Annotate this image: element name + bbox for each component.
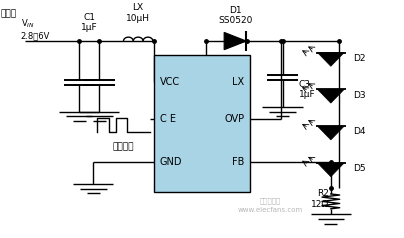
Text: LX: LX xyxy=(232,77,244,87)
Text: C1
1μF: C1 1μF xyxy=(81,13,98,32)
Text: D3: D3 xyxy=(353,91,366,100)
Text: FB: FB xyxy=(232,157,244,167)
Polygon shape xyxy=(318,126,344,140)
Text: LX
10μH: LX 10μH xyxy=(126,3,150,23)
Text: C E: C E xyxy=(160,114,176,124)
Text: VCC: VCC xyxy=(160,77,180,87)
Text: R2
12Ω: R2 12Ω xyxy=(311,189,329,209)
Text: V$_{IN}$
2.8至6V: V$_{IN}$ 2.8至6V xyxy=(21,17,50,40)
Polygon shape xyxy=(318,163,344,177)
Text: GND: GND xyxy=(160,157,182,167)
Text: 所示。: 所示。 xyxy=(1,9,17,18)
Polygon shape xyxy=(318,89,344,103)
Text: D5: D5 xyxy=(353,164,366,173)
Polygon shape xyxy=(224,32,246,50)
Text: OVP: OVP xyxy=(224,114,244,124)
Text: C3
1μF: C3 1μF xyxy=(299,80,315,99)
Polygon shape xyxy=(318,53,344,66)
Text: 调光控制: 调光控制 xyxy=(113,142,134,151)
Text: 电子发烧友
www.elecfans.com: 电子发烧友 www.elecfans.com xyxy=(238,198,303,213)
Text: D1
SS0520: D1 SS0520 xyxy=(218,6,252,25)
Bar xyxy=(154,55,250,192)
Text: D4: D4 xyxy=(353,127,366,136)
Text: D2: D2 xyxy=(353,54,366,63)
